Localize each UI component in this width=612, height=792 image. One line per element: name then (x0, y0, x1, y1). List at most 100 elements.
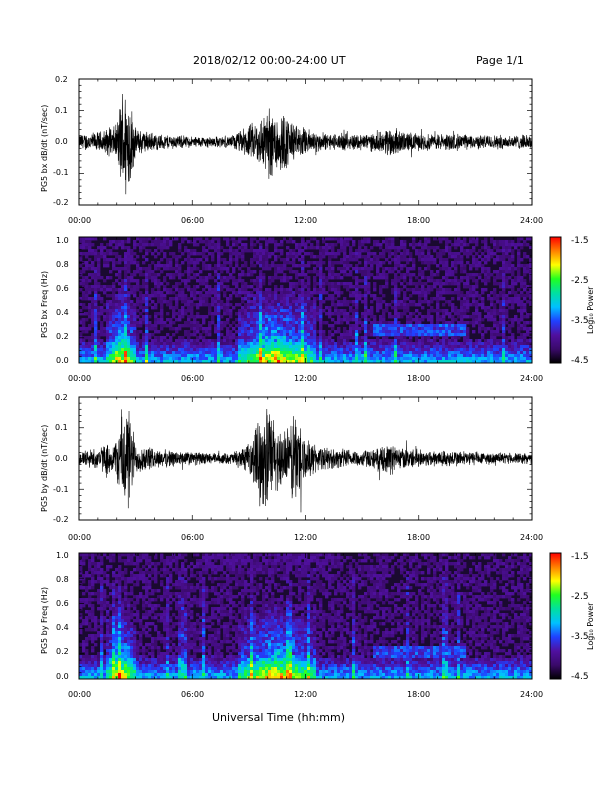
spectrogram-cell (319, 324, 323, 328)
spectrogram-cell (295, 255, 299, 259)
spectrogram-cell (361, 255, 365, 259)
spectrogram-cell (106, 357, 110, 361)
spectrogram-cell (286, 252, 290, 256)
spectrogram-cell (499, 270, 503, 274)
spectrogram-cell (127, 351, 131, 355)
x-tick-label: 18:00 (407, 216, 431, 225)
spectrogram-cell (307, 339, 311, 343)
spectrogram-cell (529, 360, 533, 364)
spectrogram-cell (367, 270, 371, 274)
spectrogram-cell (223, 345, 227, 349)
spectrogram-cell (397, 306, 401, 310)
spectrogram-cell (412, 264, 416, 268)
spectrogram-cell (442, 333, 446, 337)
spectrogram-cell (388, 345, 392, 349)
spectrogram-cell (325, 282, 329, 286)
spectrogram-cell (241, 312, 245, 316)
spectrogram-cell (130, 360, 134, 364)
spectrogram-cell (373, 360, 377, 364)
spectrogram-cell (232, 270, 236, 274)
spectrogram-cell (79, 631, 83, 635)
spectrogram-cell (250, 333, 254, 337)
spectrogram-cell (373, 297, 377, 301)
spectrogram-cell (400, 357, 404, 361)
spectrogram-cell (394, 249, 398, 253)
spectrogram-cell (79, 240, 83, 244)
spectrogram-cell (115, 243, 119, 247)
spectrogram-cell (271, 321, 275, 325)
spectrogram-cell (253, 351, 257, 355)
spectrogram-cell (421, 324, 425, 328)
spectrogram-cell (160, 300, 164, 304)
spectrogram-cell (340, 360, 344, 364)
spectrogram-cell (112, 246, 116, 250)
spectrogram-cell (376, 321, 380, 325)
spectrogram-cell (79, 342, 83, 346)
spectrogram-cell (403, 327, 407, 331)
spectrogram-cell (403, 360, 407, 364)
spectrogram-cell (496, 270, 500, 274)
spectrogram-cell (394, 276, 398, 280)
spectrogram-cell (433, 324, 437, 328)
spectrogram-cell (229, 237, 233, 241)
spectrogram-cell (430, 330, 434, 334)
spectrogram-cell (433, 237, 437, 241)
spectrogram-cell (202, 339, 206, 343)
spectrogram-cell (472, 288, 476, 292)
spectrogram-cell (388, 360, 392, 364)
spectrogram-cell (490, 339, 494, 343)
spectrogram-cell (106, 243, 110, 247)
spectrogram-cell (451, 321, 455, 325)
spectrogram-cell (328, 237, 332, 241)
spectrogram-cell (112, 282, 116, 286)
spectrogram-cell (139, 240, 143, 244)
spectrogram-cell (280, 315, 284, 319)
spectrogram-cell (142, 294, 146, 298)
spectrogram-cell (280, 336, 284, 340)
spectrogram-cell (205, 291, 209, 295)
spectrogram-cell (169, 327, 173, 331)
spectrogram-cell (100, 327, 104, 331)
spectrogram-cell (244, 297, 248, 301)
spectrogram-cell (112, 357, 116, 361)
spectrogram-cell (355, 255, 359, 259)
spectrogram-cell (313, 327, 317, 331)
spectrogram-cell (316, 261, 320, 265)
spectrogram-cell (403, 243, 407, 247)
spectrogram-cell (367, 318, 371, 322)
spectrogram-cell (127, 270, 131, 274)
spectrogram-cell (190, 267, 194, 271)
spectrogram-cell (427, 330, 431, 334)
spectrogram-cell (220, 300, 224, 304)
spectrogram-cell (181, 288, 185, 292)
spectrogram-cell (250, 327, 254, 331)
spectrogram-cell (478, 255, 482, 259)
spectrogram-cell (274, 342, 278, 346)
spectrogram-cell (448, 324, 452, 328)
spectrogram-cell (208, 327, 212, 331)
spectrogram-cell (190, 348, 194, 352)
spectrogram-cell (91, 360, 95, 364)
spectrogram-cell (214, 354, 218, 358)
spectrogram-cell (331, 327, 335, 331)
spectrogram-cell (241, 237, 245, 241)
spectrogram-cell (415, 336, 419, 340)
spectrogram-cell (94, 336, 98, 340)
spectrogram-cell (79, 664, 83, 668)
spectrogram-cell (253, 282, 257, 286)
spectrogram-cell (529, 294, 533, 298)
spectrogram-cell (169, 324, 173, 328)
spectrogram-cell (493, 258, 497, 262)
spectrogram-cell (97, 342, 101, 346)
spectrogram-cell (79, 670, 83, 674)
spectrogram-cell (325, 345, 329, 349)
spectrogram-cell (301, 291, 305, 295)
spectrogram-cell (88, 357, 92, 361)
spectrogram-cell (166, 354, 170, 358)
spectrogram-cell (205, 276, 209, 280)
spectrogram-cell (493, 330, 497, 334)
spectrogram-cell (265, 336, 269, 340)
spectrogram-cell (283, 345, 287, 349)
spectrogram-cell (217, 348, 221, 352)
spectrogram-cell (475, 357, 479, 361)
